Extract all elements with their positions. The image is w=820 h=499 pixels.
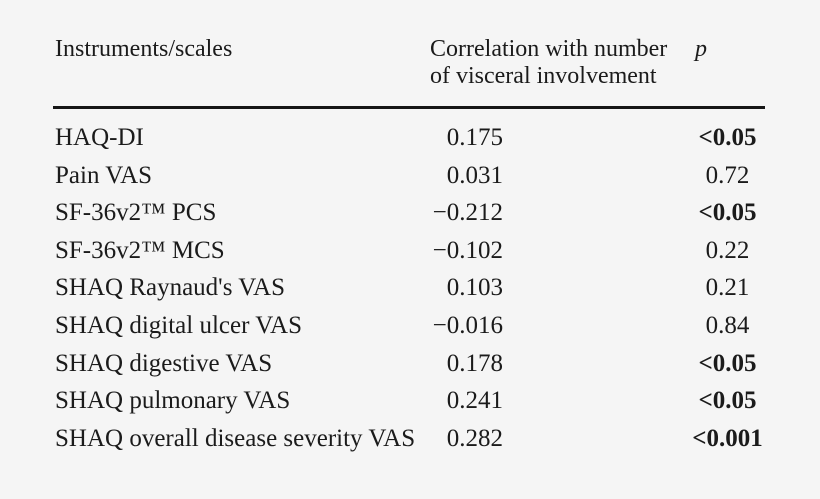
instrument-label: SHAQ digestive VAS [55, 349, 273, 377]
header-rule [53, 106, 765, 109]
instrument-label: SHAQ digital ulcer VAS [55, 311, 302, 339]
table-row: Pain VAS 0.031 0.72 [0, 157, 820, 195]
p-value: 0.21 [705, 274, 750, 302]
instrument-label: Pain VAS [55, 161, 153, 189]
correlation-value: 0.175 [446, 124, 503, 151]
column-header-instruments: Instruments/scales [55, 36, 233, 62]
instrument-label: SF-36v2™ MCS [55, 236, 225, 264]
column-header-p: p [695, 36, 707, 62]
table-row: SHAQ digestive VAS 0.178 <0.05 [0, 345, 820, 383]
table-row: SHAQ digital ulcer VAS −0.016 0.84 [0, 307, 820, 345]
column-header-correlation: Correlation with number of visceral invo… [430, 36, 668, 89]
table-row: SF-36v2™ MCS −0.102 0.22 [0, 232, 820, 270]
table-row: HAQ-DI 0.175 <0.05 [0, 119, 820, 157]
table-body: HAQ-DI 0.175 <0.05 Pain VAS 0.031 0.72 S… [0, 119, 820, 457]
table-row: SHAQ pulmonary VAS 0.241 <0.05 [0, 382, 820, 420]
correlation-value: −0.212 [432, 199, 503, 227]
p-value: <0.05 [698, 387, 757, 415]
table-row: SHAQ Raynaud's VAS 0.103 0.21 [0, 269, 820, 307]
correlation-value: 0.103 [446, 274, 503, 302]
instrument-label: SHAQ Raynaud's VAS [55, 274, 286, 302]
instrument-label: HAQ-DI [55, 124, 144, 151]
correlation-value: 0.282 [446, 424, 503, 452]
p-value: <0.05 [698, 199, 757, 227]
correlation-value: 0.031 [446, 161, 503, 189]
correlation-value: 0.178 [446, 349, 503, 377]
p-value: 0.72 [705, 161, 750, 189]
correlation-value: 0.241 [446, 387, 503, 415]
instrument-label: SHAQ overall disease severity VAS [55, 424, 416, 452]
correlation-value: −0.102 [432, 236, 503, 264]
table-row: SF-36v2™ PCS −0.212 <0.05 [0, 194, 820, 232]
instrument-label: SHAQ pulmonary VAS [55, 387, 291, 415]
table-row: SHAQ overall disease severity VAS 0.282 … [0, 420, 820, 458]
p-value: 0.84 [705, 311, 750, 339]
p-value: 0.22 [705, 236, 750, 264]
p-value: <0.05 [698, 124, 757, 151]
p-value: <0.05 [698, 349, 757, 377]
p-value: <0.001 [692, 424, 763, 452]
correlation-value: −0.016 [432, 311, 503, 339]
instrument-label: SF-36v2™ PCS [55, 199, 217, 227]
